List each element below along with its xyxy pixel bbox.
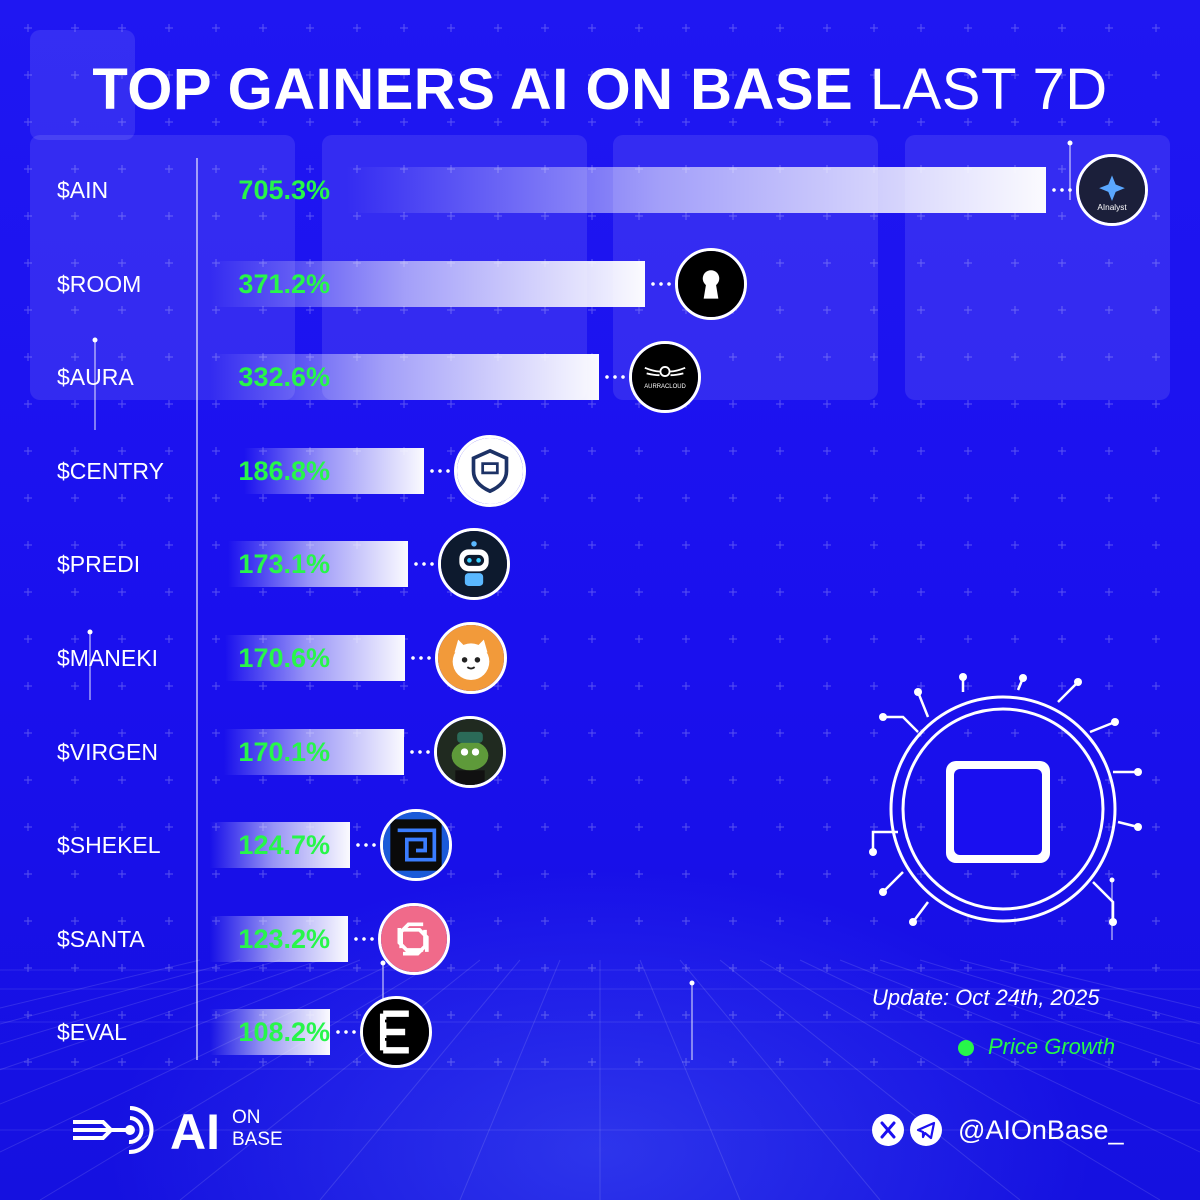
- letter-e-logo-icon: [359, 996, 432, 1069]
- connector-dots: [649, 281, 676, 286]
- telegram-social-icon[interactable]: [910, 1114, 942, 1146]
- category-axis-line: [196, 158, 198, 1060]
- svg-text:AInalyst: AInalyst: [1097, 203, 1127, 212]
- category-label: $AURA: [57, 364, 134, 391]
- update-date: Update: Oct 24th, 2025: [872, 985, 1100, 1010]
- category-label: $ROOM: [57, 270, 142, 297]
- chart-title: TOP GAINERS AI ON BASE LAST 7D: [0, 56, 1200, 123]
- brand-ai: AI: [170, 1104, 220, 1160]
- connector-dots: [351, 936, 378, 941]
- category-label: $VIRGEN: [57, 738, 158, 765]
- connector-dots: [353, 843, 380, 848]
- value-label: 371.2%: [238, 268, 330, 299]
- shield-logo-icon: [454, 434, 527, 507]
- connector-dots: [408, 749, 435, 754]
- legend-marker: [958, 1040, 974, 1056]
- connector-dots: [408, 656, 435, 660]
- value-label: 170.1%: [238, 736, 330, 767]
- bar: [346, 167, 1046, 213]
- value-label: 170.6%: [238, 643, 330, 673]
- connector-dots: [602, 375, 629, 380]
- connector-dots: [411, 562, 438, 567]
- chart-title-light: LAST 7D: [869, 57, 1108, 122]
- category-label: $SANTA: [57, 925, 145, 952]
- value-label: 173.1%: [238, 549, 330, 580]
- bar: [227, 541, 408, 588]
- category-label: $CENTRY: [57, 457, 164, 484]
- aurracloud-logo-icon: AURRACLOUD: [628, 341, 701, 414]
- brand-base: BASE: [232, 1129, 283, 1150]
- bar: [210, 1009, 330, 1056]
- cat-logo-icon: [434, 622, 507, 694]
- category-label: $EVAL: [57, 1019, 127, 1046]
- x-social-icon[interactable]: [872, 1114, 904, 1146]
- connector-dots: [1050, 188, 1076, 192]
- category-label: $AIN: [57, 177, 109, 203]
- value-label: 186.8%: [238, 455, 330, 486]
- bar: [210, 915, 348, 962]
- svg-text:AURRACLOUD: AURRACLOUD: [644, 384, 686, 390]
- knot-logo-icon: [377, 902, 450, 975]
- bar: [224, 728, 405, 775]
- bar: [210, 354, 599, 401]
- brand-on: ON: [232, 1107, 261, 1128]
- category-label: $SHEKEL: [57, 832, 161, 859]
- circuit-badge-icon: [869, 673, 1142, 926]
- value-label: 123.2%: [238, 923, 330, 954]
- frog-logo-icon: [434, 715, 507, 788]
- bar: [210, 822, 350, 869]
- category-label: $MANEKI: [57, 645, 158, 671]
- value-label: 124.7%: [238, 830, 330, 861]
- connector-dots: [333, 1030, 360, 1035]
- chart-title-bold: TOP GAINERS AI ON BASE: [92, 57, 854, 122]
- bar: [224, 635, 405, 681]
- ai-on-base-logo-icon: [73, 1106, 154, 1155]
- background-panel: [30, 30, 135, 140]
- bar: [210, 260, 646, 307]
- category-label: $PREDI: [57, 551, 141, 578]
- value-label: 332.6%: [238, 362, 330, 393]
- social-handle[interactable]: @AIOnBase_: [958, 1115, 1124, 1145]
- maze-logo-icon: [379, 809, 452, 882]
- value-label: 705.3%: [238, 175, 330, 205]
- value-label: 108.2%: [238, 1017, 330, 1048]
- bar: [244, 447, 425, 494]
- connector-dots: [428, 468, 455, 473]
- ainalyst-logo-icon: AInalyst: [1076, 154, 1148, 226]
- legend-label: Price Growth: [988, 1034, 1116, 1059]
- robot-logo-icon: [437, 528, 510, 601]
- keyhole-logo-icon: [675, 247, 748, 320]
